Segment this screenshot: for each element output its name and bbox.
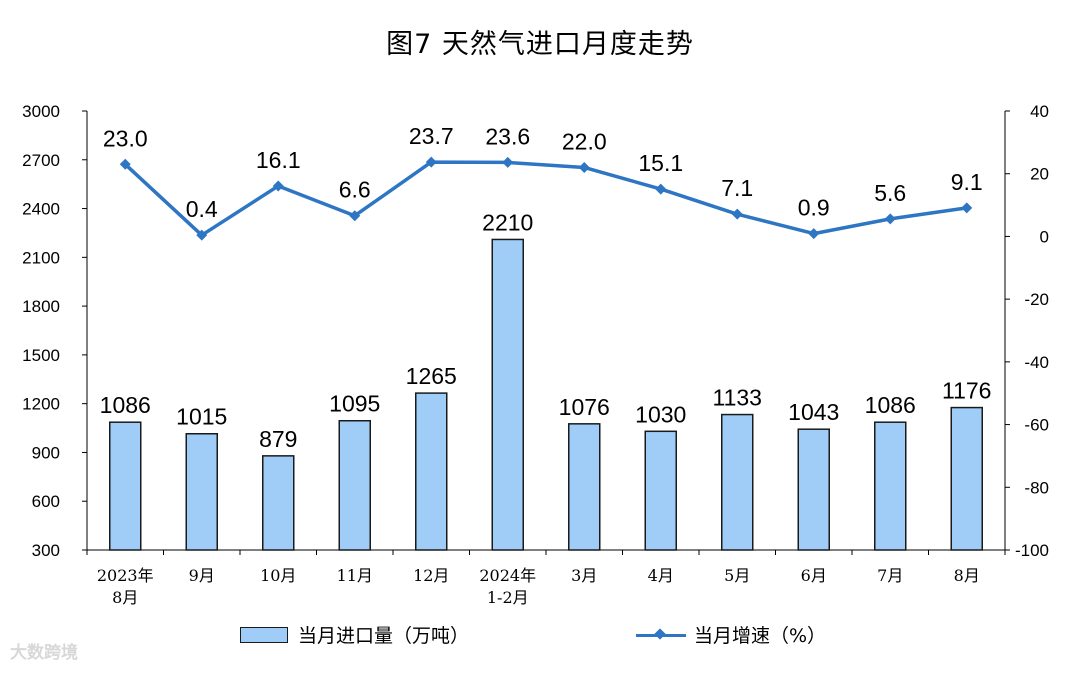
growth-point [578, 161, 590, 173]
bar [721, 413, 754, 551]
x-tick-label: 10月 [260, 566, 296, 585]
x-tick-label: 12月 [413, 566, 449, 585]
bar-data-label: 1095 [329, 391, 380, 417]
growth-point [808, 228, 820, 240]
y-left-tick-label: 1200 [22, 395, 60, 414]
y-right-tick-label: -20 [1024, 290, 1049, 309]
x-tick-label: 6月 [801, 566, 827, 585]
legend-label-imports: 当月进口量（万吨） [298, 625, 470, 647]
bar [109, 421, 142, 551]
line-data-label: 15.1 [638, 150, 683, 176]
growth-line [124, 160, 967, 237]
y-left-tick-label: 900 [32, 443, 60, 462]
line-data-label: 0.4 [186, 196, 218, 222]
legend-line-swatch [636, 628, 686, 642]
y-right-tick-label: -60 [1024, 416, 1049, 435]
bar-data-label: 1030 [635, 401, 686, 427]
x-tick-label: 2023年 [97, 566, 154, 585]
line-data-label: 7.1 [721, 175, 753, 201]
line-data-label: 23.7 [409, 123, 454, 149]
y-right-tick-label: 40 [1030, 102, 1049, 121]
x-tick-label: 8月 [112, 588, 138, 607]
bar-data-label: 2210 [482, 209, 533, 235]
y-left-tick-label: 3000 [22, 102, 60, 121]
growth-point [349, 210, 361, 222]
y-left-tick-label: 2400 [22, 200, 60, 219]
line-data-label: 23.0 [103, 125, 148, 151]
x-tick-label: 2024年 [479, 566, 536, 585]
legend-bar-swatch [240, 626, 288, 643]
line-data-label: 6.6 [339, 177, 371, 203]
growth-point [961, 202, 973, 214]
bar-data-label: 1133 [713, 385, 762, 411]
growth-point [731, 208, 743, 220]
x-tick-label: 9月 [189, 566, 215, 585]
line-data-label: 5.6 [874, 180, 906, 206]
bar-data-label: 879 [259, 426, 297, 452]
bar-data-label: 1176 [942, 378, 991, 404]
bar [950, 406, 983, 551]
y-right-tick-label: -100 [1015, 541, 1049, 560]
bar-data-label: 1076 [559, 394, 610, 420]
bar-data-label: 1015 [176, 404, 227, 430]
x-tick-label: 8月 [954, 566, 980, 585]
growth-point [502, 156, 514, 168]
legend-item-growth: 当月增速（%） [636, 621, 826, 648]
y-left-tick-label: 300 [32, 541, 60, 560]
bar [644, 430, 677, 551]
bar [491, 238, 524, 551]
x-tick-label: 5月 [724, 566, 750, 585]
line-data-label: 16.1 [256, 147, 301, 173]
bar-data-label: 1086 [100, 392, 151, 418]
legend: 当月进口量（万吨） 当月增速（%） [0, 621, 1080, 651]
legend-item-imports: 当月进口量（万吨） [240, 621, 469, 648]
x-tick-label: 3月 [571, 566, 597, 585]
line-data-label: 23.6 [485, 123, 530, 149]
line-data-label: 22.0 [562, 128, 607, 154]
growth-point [119, 158, 131, 170]
x-tick-label: 1-2月 [487, 588, 529, 607]
x-tick-label: 4月 [648, 566, 674, 585]
bar-data-label: 1043 [788, 399, 839, 425]
bar-data-label: 1086 [865, 392, 916, 418]
y-left-tick-label: 2100 [22, 248, 60, 267]
growth-point [884, 213, 896, 225]
bar [797, 428, 830, 551]
x-tick-label: 11月 [337, 566, 373, 585]
y-left-tick-label: 600 [32, 492, 60, 511]
y-right-tick-label: -80 [1024, 478, 1049, 497]
growth-point [272, 180, 284, 192]
y-right-tick-label: -40 [1024, 353, 1049, 372]
y-left-tick-label: 1500 [22, 346, 60, 365]
x-tick-label: 7月 [877, 566, 903, 585]
chart-title: 图7 天然气进口月度走势 [386, 29, 694, 60]
line-data-label: 0.9 [798, 195, 830, 221]
y-left-tick-label: 1800 [22, 297, 60, 316]
bar [415, 392, 448, 551]
y-right-tick-label: 0 [1040, 227, 1049, 246]
growth-point [655, 183, 667, 195]
line-data-label: 9.1 [951, 169, 983, 195]
bar [185, 432, 218, 551]
growth-point [196, 229, 208, 241]
watermark-logo: 大数跨境 [10, 643, 78, 663]
bar [568, 423, 601, 551]
legend-label-growth: 当月增速（%） [694, 625, 827, 647]
y-right-tick-label: 20 [1030, 165, 1049, 184]
bar [338, 419, 371, 551]
bar [262, 455, 295, 551]
y-left-tick-label: 2700 [22, 151, 60, 170]
bar [874, 421, 907, 551]
bar-data-label: 1265 [406, 363, 457, 389]
growth-point [425, 156, 437, 168]
